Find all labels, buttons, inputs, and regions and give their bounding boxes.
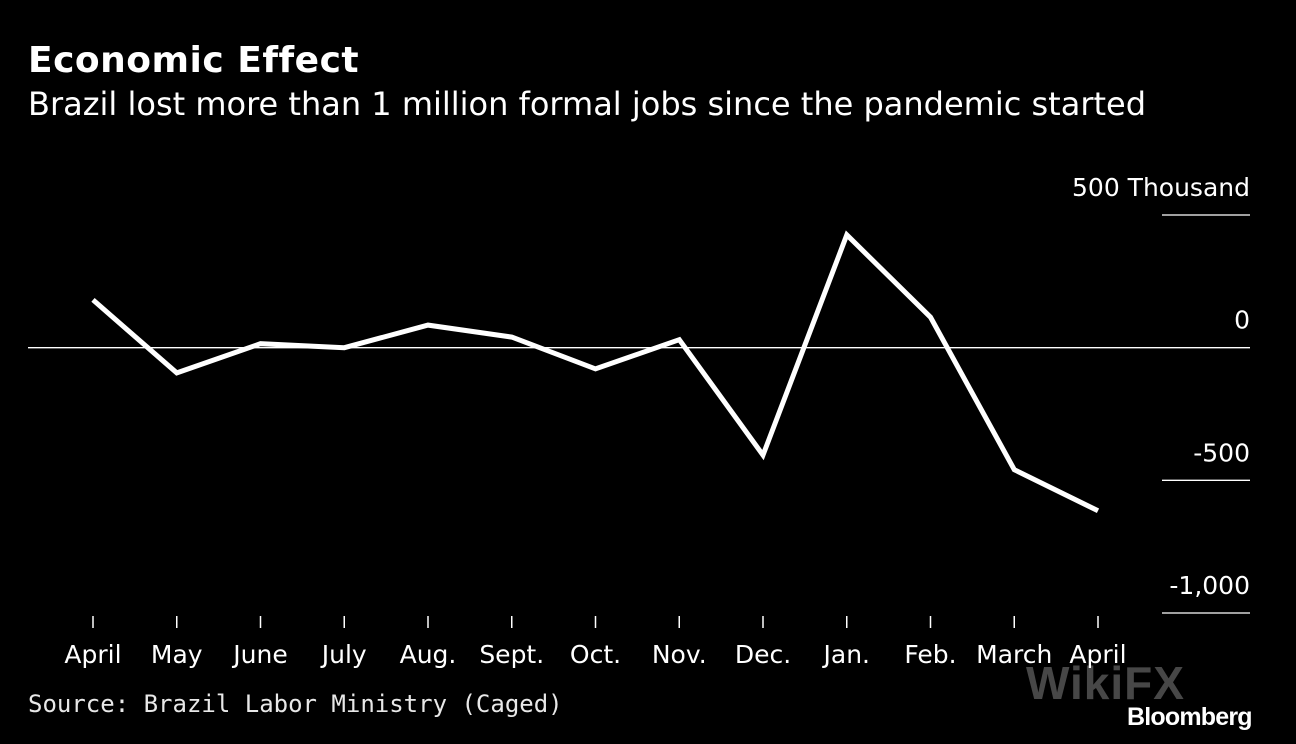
bloomberg-logo: Bloomberg (1127, 703, 1253, 731)
chart-subtitle: Brazil lost more than 1 million formal j… (28, 85, 1147, 123)
x-tick-label: May (151, 640, 203, 669)
x-tick-label: Oct. (570, 640, 621, 669)
source-note: Source: Brazil Labor Ministry (Caged) (28, 690, 563, 718)
x-tick-label: April (1069, 640, 1126, 669)
chart-title: Economic Effect (28, 40, 360, 81)
x-tick-label: April (64, 640, 121, 669)
x-tick-label: Nov. (652, 640, 707, 669)
x-tick-label: Dec. (735, 640, 791, 669)
y-tick-label: -500 (1193, 438, 1250, 467)
y-tick-label: 0 (1234, 306, 1250, 335)
x-tick-label: Jan. (822, 640, 870, 669)
y-tick-label: 500 Thousand (1072, 173, 1250, 202)
x-tick-label: Feb. (904, 640, 956, 669)
wikifx-watermark: WikiFX (1026, 657, 1185, 709)
x-tick-label: Aug. (400, 640, 457, 669)
y-tick-label: -1,000 (1169, 571, 1250, 600)
x-tick-label: June (231, 640, 287, 669)
series-line (91, 230, 1100, 514)
x-tick-label: Sept. (479, 640, 544, 669)
x-tick-label: July (320, 640, 367, 669)
x-tick-label: March (976, 640, 1052, 669)
